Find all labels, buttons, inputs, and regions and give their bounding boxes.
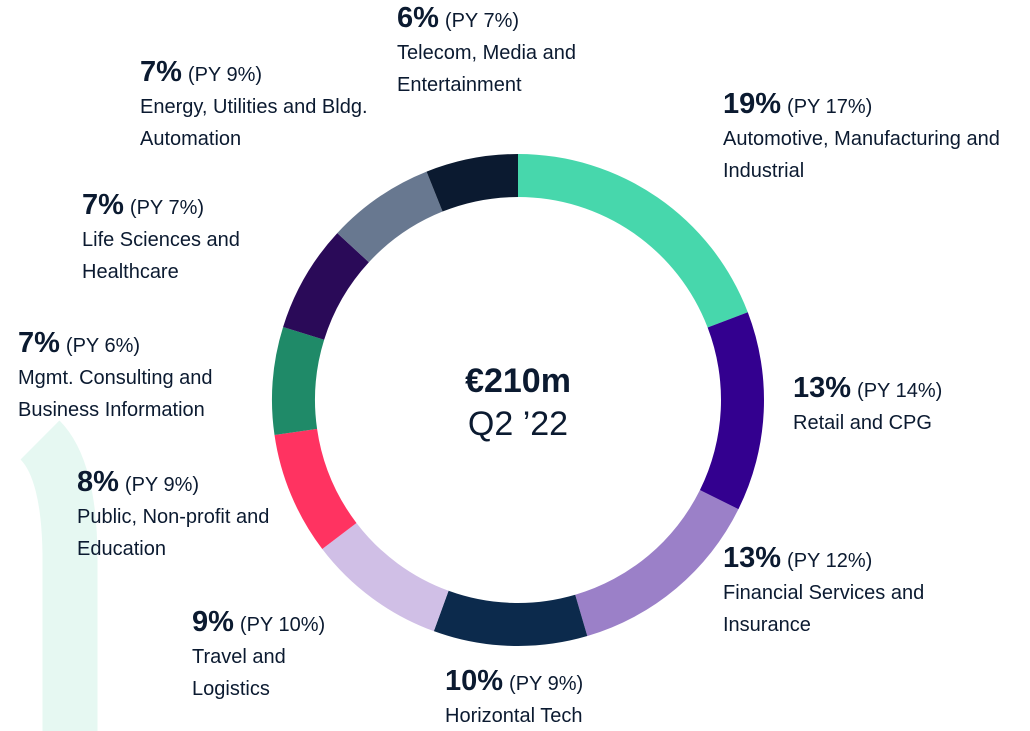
label-head: 7% (PY 9%) <box>140 56 370 91</box>
segment-label: 7% (PY 6%) Mgmt. Consulting and Business I… <box>18 327 278 426</box>
segment-label: 13% (PY 12%) Financial Services and Insura… <box>723 542 983 641</box>
value-label: 8% <box>77 466 119 498</box>
category-label: Financial Services and Insurance <box>723 582 925 636</box>
prior-year-label: (PY 9%) <box>124 474 200 496</box>
donut-segment <box>433 590 588 646</box>
value-label: 13% <box>723 542 782 574</box>
donut-segment <box>518 154 748 328</box>
prior-year-label: (PY 10%) <box>239 614 326 636</box>
donut-segment <box>322 522 449 632</box>
prior-year-label: (PY 17%) <box>787 96 873 118</box>
value-label: 10% <box>445 665 504 697</box>
value-label: 7% <box>82 189 124 221</box>
prior-year-label: (PY 9%) <box>187 64 263 86</box>
category-label: Energy, Utilities and Bldg. Automation <box>140 96 368 150</box>
value-label: 7% <box>140 56 182 88</box>
segment-label: 8% (PY 9%) Public, Non-profit and Educatio… <box>77 466 287 565</box>
prior-year-label: (PY 9%) <box>509 673 584 695</box>
label-head: 10% (PY 9%) <box>445 665 705 700</box>
label-head: 6% (PY 7%) <box>397 2 637 37</box>
segment-label: 10% (PY 9%) Horizontal Tech <box>445 665 705 731</box>
donut-segment <box>337 171 443 263</box>
donut-segment <box>283 233 369 340</box>
prior-year-label: (PY 7%) <box>129 197 205 219</box>
label-head: 13% (PY 14%) <box>793 372 1023 407</box>
value-label: 13% <box>793 372 852 404</box>
segment-label: 13% (PY 14%) Retail and CPG <box>793 372 1023 439</box>
center-value: €210m <box>465 362 571 400</box>
category-label: Public, Non-profit and Education <box>77 506 270 560</box>
donut-segment <box>699 312 764 510</box>
prior-year-label: (PY 14%) <box>857 380 943 402</box>
prior-year-label: (PY 6%) <box>65 335 141 357</box>
value-label: 19% <box>723 88 782 120</box>
center-label: Q2 ’22 <box>467 405 569 443</box>
value-label: 6% <box>397 2 439 34</box>
value-label: 9% <box>192 606 234 638</box>
category-label: Automotive, Manufacturing and Industrial <box>723 128 1000 182</box>
prior-year-label: (PY 7%) <box>444 10 520 32</box>
category-label: Travel and Logistics <box>192 646 286 700</box>
segment-label: 9% (PY 10%) Travel and Logistics <box>192 606 332 705</box>
segment-label: 6% (PY 7%) Telecom, Media and Entertainmen… <box>397 2 637 101</box>
label-head: 7% (PY 7%) <box>82 189 292 224</box>
value-label: 7% <box>18 327 60 359</box>
segment-label: 19% (PY 17%) Automotive, Manufacturing and… <box>723 88 1030 187</box>
label-head: 13% (PY 12%) <box>723 542 983 577</box>
category-label: Mgmt. Consulting and Business Informatio… <box>18 367 213 421</box>
label-head: 19% (PY 17%) <box>723 88 1030 123</box>
category-label: Horizontal Tech <box>445 705 583 727</box>
category-label: Life Sciences and Healthcare <box>82 229 240 283</box>
segment-label: 7% (PY 9%) Energy, Utilities and Bldg. Aut… <box>140 56 370 155</box>
category-label: Retail and CPG <box>793 412 932 434</box>
donut-segment <box>274 428 357 549</box>
prior-year-label: (PY 12%) <box>787 550 873 572</box>
segment-label: 7% (PY 7%) Life Sciences and Healthcare <box>82 189 292 288</box>
label-head: 8% (PY 9%) <box>77 466 287 501</box>
donut-segment <box>426 154 518 212</box>
donut-segment <box>272 326 325 436</box>
category-label: Telecom, Media and Entertainment <box>397 42 576 96</box>
label-head: 7% (PY 6%) <box>18 327 278 362</box>
decoration <box>19 420 98 731</box>
label-head: 9% (PY 10%) <box>192 606 332 641</box>
donut-segment <box>575 490 739 637</box>
